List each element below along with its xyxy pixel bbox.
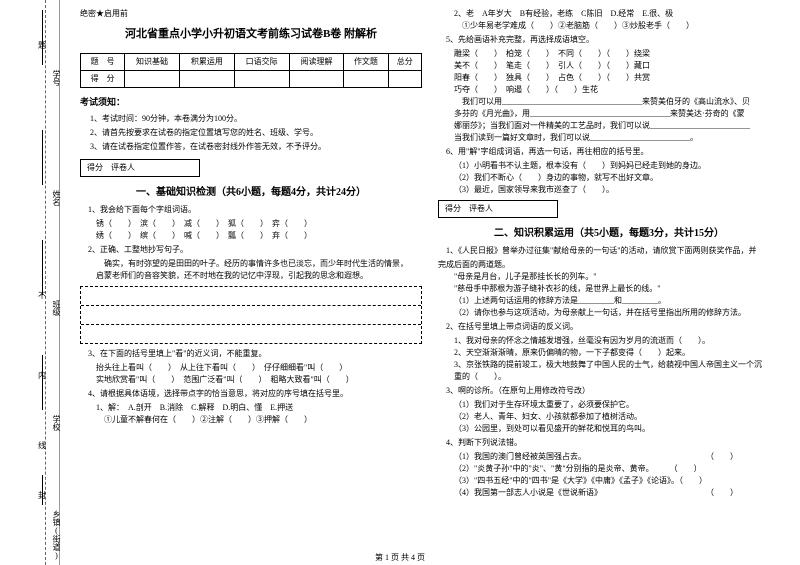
q5-t2: 多芬的《月光曲》，用______________________________… [454,108,780,120]
margin-label-name: 姓名 [51,190,62,206]
q5-r1: 雕梁（ ） 柏笼（ ） 不同（ ）（ ）绕梁 [454,48,780,60]
notice-head: 考试须知： [80,96,422,110]
content-area: 绝密★启用前 河北省重点小学小升初语文考前练习试卷B卷 附解析 题 号 知识基础… [60,0,800,565]
notice-1: 1、考试时间：90分钟，本卷满分为100分。 [90,113,422,125]
s2q4-s3: （3）"四书五经"中的"四书"是《大学》《中庸》《孟子》《论语》。（ ） [454,475,780,487]
q6-s2: （2）我们不断心（ ）身边的事物，就写不出好文章。 [454,172,780,184]
seal-char-3: 内 [38,370,46,381]
score-h2: 积累运用 [179,53,234,70]
seal-char-1: 封 [38,490,46,501]
binding-margin: 乡镇(街道) 学校 班级 姓名 学号 封 线 内 不 题 [0,0,60,565]
seal-line [45,0,46,565]
score-h3: 口语交际 [234,53,289,70]
s2q2: 2、在括号里填上带点词语的反义词。 [446,321,780,333]
s2q4-s2: （2）"炎黄子孙"中的"炎"、"黄"分别指的是炎帝、黄帝。 （ ） [454,463,780,475]
q3: 3、在下面的括号里填上"看"的近义词，不能重复。 [88,348,422,360]
q6-s3: （3）最近，国家领导来我市巡查了（ ）。 [454,184,780,196]
s2q4-s4: （4）我国第一部志人小说是《世说新语》 （ ） [454,487,780,499]
seal-char-5: 题 [38,40,46,51]
s2q3: 3、啊的诊所。（在原句上用修改符号改） [446,385,780,397]
s2q3-s2: （2）老人、青年、妇女、小孩就都参加了植树活动。 [454,411,780,423]
s2q1-quote2: "慈母手中那根为游子缝补衣衫的线，是世界上最长的线。" [454,283,780,295]
secret-label: 绝密★启用前 [80,8,422,20]
right-column: 2、老 A年岁大 B有经验，老练 C陈旧 D.经常 E.很、极 ①少年易老学难成… [430,8,788,561]
score-h6: 总分 [388,53,422,70]
score-h1: 知识基础 [125,53,180,70]
score-h5: 作文题 [344,53,388,70]
seal-char-4: 不 [38,290,46,301]
q1-row1: 锈（ ） 滨（ ） 减（ ） 狐（ ） 弈（ ） [96,218,422,230]
score-line-2: 得分 评卷人 [438,200,558,218]
q5-r3: 阳春（ ） 独具（ ） 占色（ ）（ ）共赏 [454,72,780,84]
q1-row2: 绣（ ） 缤（ ） 喊（ ） 瓢（ ） 弃（ ） [96,230,422,242]
margin-label-class: 班级 [51,300,62,316]
q5: 5、先给画语补充完整，再选择成语填空。 [446,34,780,46]
q6-s1: （1）小明看书不认主题，根本没有（ ）到妈妈已经走到她的身边。 [454,160,780,172]
score-h4: 阅读理解 [289,53,344,70]
paper-title: 河北省重点小学小升初语文考前练习试卷B卷 附解析 [80,26,422,43]
q5-t1: 我们可以用___________________________________… [462,96,780,108]
q2: 2、正确、工整地抄写句子。 [88,244,422,256]
s2q1b: 完成后面的两道题。 [438,259,780,271]
q4-2b: ①少年易老学难成（ ）②老脑筋（ ）③炒股老手（ ） [454,20,780,32]
writing-box[interactable] [80,286,422,344]
s2q4: 4、判断下列说法错。 [446,437,780,449]
s2q1-sub1: （1）上述两句话运用的修辞方法是_________和_________。 [454,295,780,307]
page-container: 乡镇(街道) 学校 班级 姓名 学号 封 线 内 不 题 绝密★启用前 河北省重… [0,0,800,565]
q5-t3: 娜丽莎》；当我们面对一件精美的工艺品时，我们可以说_______________… [454,120,780,132]
s2q1-sub2: （2）请你也参与这项活动，为母亲献上一句话，并在括号里指出所用的修辞方法。 [454,307,780,319]
margin-label-school: 学校 [51,415,62,431]
margin-label-id: 学号 [51,70,62,86]
left-column: 绝密★启用前 河北省重点小学小升初语文考前练习试卷B卷 附解析 题 号 知识基础… [72,8,430,561]
s2q2-s2: 2、天空渐渐渐晴，原来仍偏晴的物，一下子都变得（ ）起来。 [454,347,780,359]
q2-text2: 启蒙老师们的音容笑貌，还不时地在我的记忆中浮现，引起我的思念和遐想。 [96,270,422,282]
q4: 4、请根据具体语境，选择带点字的恰当意思，将对应的序号填在括号里。 [88,388,422,400]
q5-r4: 巧夺（ ） 响遏（ ）（ ）生花 [454,84,780,96]
score-value-row: 得 分 [81,70,422,87]
q5-r2: 美不（ ） 笔走（ ） 引人（ ）（ ）藏口 [454,60,780,72]
seal-char-2: 线 [38,440,46,451]
score-header-row: 题 号 知识基础 积累运用 口语交际 阅读理解 作文题 总分 [81,53,422,70]
q3-row2: 实地欣赏看"叫（ ） 范围广泛看"叫（ ） 粗略大致看"叫（ ） [96,374,422,386]
s2q3-s3: （3）公园里，到处可以看见盛开的鲜花和悦耳的鸟叫。 [454,423,780,435]
s2q1-quote1: "母亲是月台，儿子是那挂长长的列车。" [454,271,780,283]
notice-2: 2、请首先按要求在试卷的指定位置填写您的姓名、班级、学号。 [90,127,422,139]
s2q2-s4: 重的（ ）。 [454,371,780,383]
q4-sub2: ①儿童不解春何在（ ）②注解（ ）③押解（ ） [96,414,422,426]
q4-2a: 2、老 A年岁大 B有经验，老练 C陈旧 D.经常 E.很、极 [454,8,780,20]
notice-3: 3、请在试卷指定位置作答，在试卷密封线外作答无效，不予评分。 [90,141,422,153]
section2-title: 二、知识积累运用（共5小题，每题3分，共计15分） [438,226,780,241]
s2q2-s1: 1、我对母亲的怀念之情越发增强，丝毫没有因为岁月的流逝而（ ）。 [454,335,780,347]
q5-t4: 当我们读到一篇好文章时，我们可以说_______________________… [454,132,780,144]
page-footer: 第 1 页 共 4 页 [375,552,425,563]
score-h0: 题 号 [81,53,125,70]
s2q4-s1: （1）我国的澳门曾经被英国强占去。 （ ） [454,451,780,463]
s2q2-s3: 3、京张铁路的提前竣工，极大地鼓舞了中国人民的士气，给藐视中国人帝国主义一个沉 [454,359,780,371]
q1: 1、我会给下面每个字组词语。 [88,204,422,216]
q3-row1: 抬头往上看叫（ ） 从上往下看叫（ ） 仔仔细细看"叫（ ） [96,362,422,374]
q4-sub1: 1、解： A.剖开 B.消除 C.解释 D.明白、懂 E.押送 [96,402,422,414]
score-row2: 得 分 [81,70,125,87]
s2q1: 1、《人民日报》曾举办过征集"献给母亲的一句话"的活动，请欣赏下面两则获奖作品，… [446,245,780,257]
q6: 6、用"解"字组成词语，再选一句话，再往相应的括号里。 [446,146,780,158]
margin-label-township: 乡镇(街道) [51,510,62,560]
s2q3-s1: （1）我们对于生存环境太重要了，必须要保护它。 [454,399,780,411]
score-line-1: 得分 评卷人 [80,159,200,177]
q2-text: 确实，有时弥望的是田田的叶子。经历的事情许多也已淡忘，而少年时代生活的情景， [104,258,422,270]
score-table: 题 号 知识基础 积累运用 口语交际 阅读理解 作文题 总分 得 分 [80,53,422,88]
section1-title: 一、基础知识检测（共6小题，每题4分，共计24分） [80,185,422,200]
